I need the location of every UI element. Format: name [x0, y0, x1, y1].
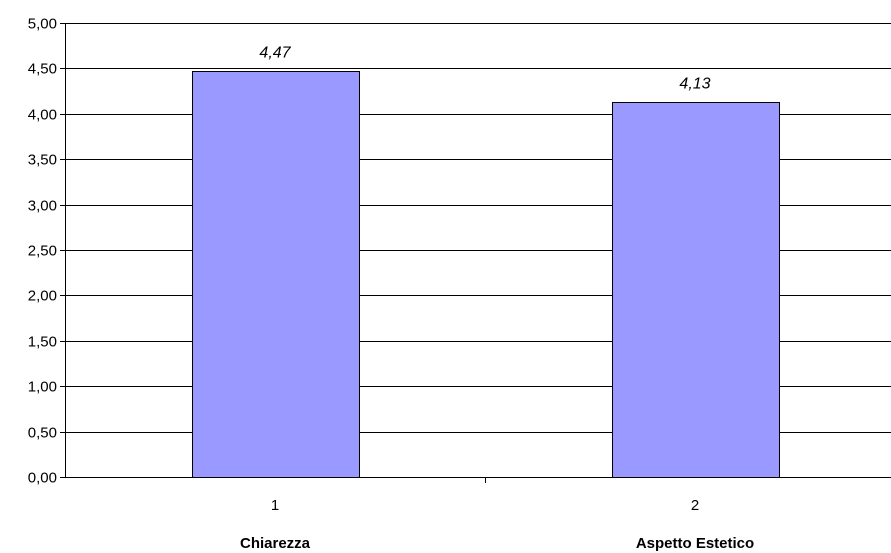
y-tick-label: 1,00: [28, 379, 57, 396]
axes: [60, 23, 891, 483]
data-label: 4,13: [679, 76, 710, 93]
y-tick-label: 2,50: [28, 243, 57, 260]
y-tick-label: 2,00: [28, 288, 57, 305]
y-tick-label: 4,50: [28, 61, 57, 78]
y-tick-label: 0,00: [28, 470, 57, 487]
data-labels: 4,47 4,13: [259, 45, 710, 93]
y-tick-label: 3,50: [28, 152, 57, 169]
y-tick-label: 0,50: [28, 425, 57, 442]
x-tick-label: 1: [271, 497, 279, 514]
y-tick-label: 5,00: [28, 16, 57, 33]
category-name: Aspetto Estetico: [636, 535, 754, 552]
y-tick-label: 3,00: [28, 198, 57, 215]
data-label: 4,47: [259, 45, 291, 62]
bar-1: [192, 71, 360, 478]
x-tick-label: 2: [691, 497, 699, 514]
category-names: Chiarezza Aspetto Estetico: [240, 535, 754, 552]
category-name: Chiarezza: [240, 535, 311, 552]
y-tick-label: 4,00: [28, 107, 57, 124]
y-tick-label: 1,50: [28, 334, 57, 351]
bars: [192, 71, 780, 478]
bar-2: [612, 102, 780, 478]
y-tick-labels: 0,00 0,50 1,00 1,50 2,00 2,50 3,00 3,50 4,00 4,50…: [28, 16, 57, 487]
